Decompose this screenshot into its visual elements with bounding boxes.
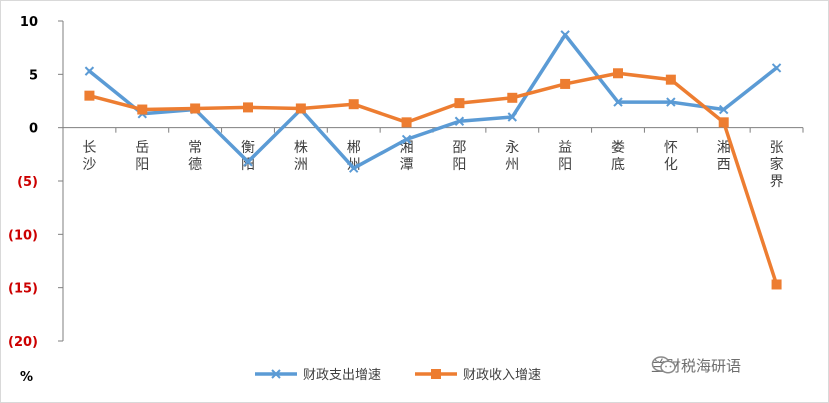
- marker-stroke: [454, 116, 465, 126]
- category-label: 化: [664, 157, 678, 173]
- data-point-marker: [190, 103, 201, 114]
- y-tick-label: (5): [17, 175, 38, 190]
- category-label: 郴: [347, 140, 361, 156]
- data-point-marker: [454, 98, 465, 109]
- data-point-marker: [295, 103, 306, 114]
- marker-stroke: [243, 157, 253, 167]
- data-point-marker: [454, 116, 465, 126]
- data-point-marker: [666, 97, 676, 107]
- category-label: 怀: [664, 140, 678, 156]
- legend: 财政支出增速 财政收入增速: [255, 368, 541, 383]
- category-label: 底: [611, 157, 625, 173]
- data-point-marker: [507, 92, 518, 103]
- axes: [58, 20, 804, 342]
- data-point-marker: [719, 104, 729, 115]
- category-label: 界: [770, 174, 784, 190]
- data-point-marker: [401, 117, 412, 128]
- data-point-marker: [137, 104, 148, 115]
- category-label: 益: [558, 140, 572, 156]
- category-label: 德: [188, 157, 202, 173]
- y-tick-labels: 10 5 0 (5) (10) (15) (20): [8, 15, 38, 350]
- series-revenue: [84, 68, 782, 290]
- category-label: 长: [82, 140, 96, 156]
- category-label: 州: [505, 157, 519, 173]
- data-point-marker: [401, 134, 412, 145]
- marker-stroke: [560, 30, 570, 40]
- y-tick-label: (10): [8, 228, 38, 243]
- category-label: 衡: [241, 140, 255, 156]
- category-label: 州: [347, 157, 361, 173]
- category-label: 洲: [294, 157, 308, 173]
- legend-marker: [271, 369, 281, 379]
- marker-stroke: [349, 163, 359, 173]
- data-point-marker: [771, 63, 782, 73]
- legend-label: 财政收入增速: [463, 368, 541, 383]
- category-label: 阳: [241, 157, 255, 173]
- series-line: [87, 33, 779, 170]
- marker-stroke: [771, 63, 782, 73]
- data-point-marker: [507, 112, 517, 122]
- y-tick-label: (15): [8, 282, 38, 297]
- y-unit-label: %: [20, 370, 33, 385]
- category-label: 湘: [717, 140, 731, 156]
- category-label: 永: [505, 140, 519, 156]
- data-point-marker: [613, 68, 623, 79]
- category-label: 株: [294, 140, 308, 156]
- marker-stroke: [401, 134, 412, 145]
- data-point-marker: [613, 97, 623, 107]
- legend-marker: [431, 369, 441, 379]
- data-point-marker: [243, 102, 253, 113]
- category-label: 西: [717, 157, 731, 173]
- category-label: 阳: [452, 157, 466, 173]
- category-label: 阳: [558, 157, 572, 173]
- data-point-marker: [718, 117, 729, 128]
- data-point-marker: [84, 90, 95, 101]
- y-tick-label: (20): [8, 335, 38, 350]
- y-tick-label: 0: [29, 122, 38, 137]
- marker-stroke: [84, 66, 95, 76]
- category-label: 潭: [400, 156, 414, 173]
- category-label: 阳: [135, 157, 149, 173]
- data-point-marker: [348, 99, 359, 110]
- category-label: 沙: [82, 157, 96, 173]
- series-lines: [84, 30, 782, 290]
- marker-stroke: [719, 104, 729, 115]
- y-tick-label: 10: [20, 15, 38, 30]
- marker-stroke: [507, 112, 517, 122]
- data-point-marker: [665, 74, 676, 85]
- data-point-marker: [84, 66, 95, 76]
- legend-item: 财政收入增速: [415, 368, 541, 383]
- category-label: 常: [188, 140, 202, 156]
- legend-item: 财政支出增速: [255, 368, 381, 383]
- data-point-marker: [560, 78, 571, 89]
- data-point-marker: [771, 279, 782, 290]
- watermark: 兰财税海研语: [651, 355, 741, 376]
- marker-stroke: [666, 97, 676, 107]
- legend-label: 财政支出增速: [303, 368, 381, 383]
- data-point-marker: [243, 157, 253, 167]
- data-point-marker: [560, 30, 570, 40]
- category-label: 娄: [611, 140, 625, 156]
- category-label: 家: [770, 156, 784, 173]
- y-tick-label: 5: [29, 68, 38, 83]
- category-label: 湘: [400, 140, 414, 156]
- marker-stroke: [613, 97, 623, 107]
- category-label: 邵: [452, 140, 466, 156]
- series-line: [87, 71, 779, 287]
- category-label: 岳: [135, 140, 149, 156]
- data-point-marker: [349, 163, 359, 173]
- category-label: 张: [770, 140, 784, 156]
- wechat-icon: [651, 356, 676, 374]
